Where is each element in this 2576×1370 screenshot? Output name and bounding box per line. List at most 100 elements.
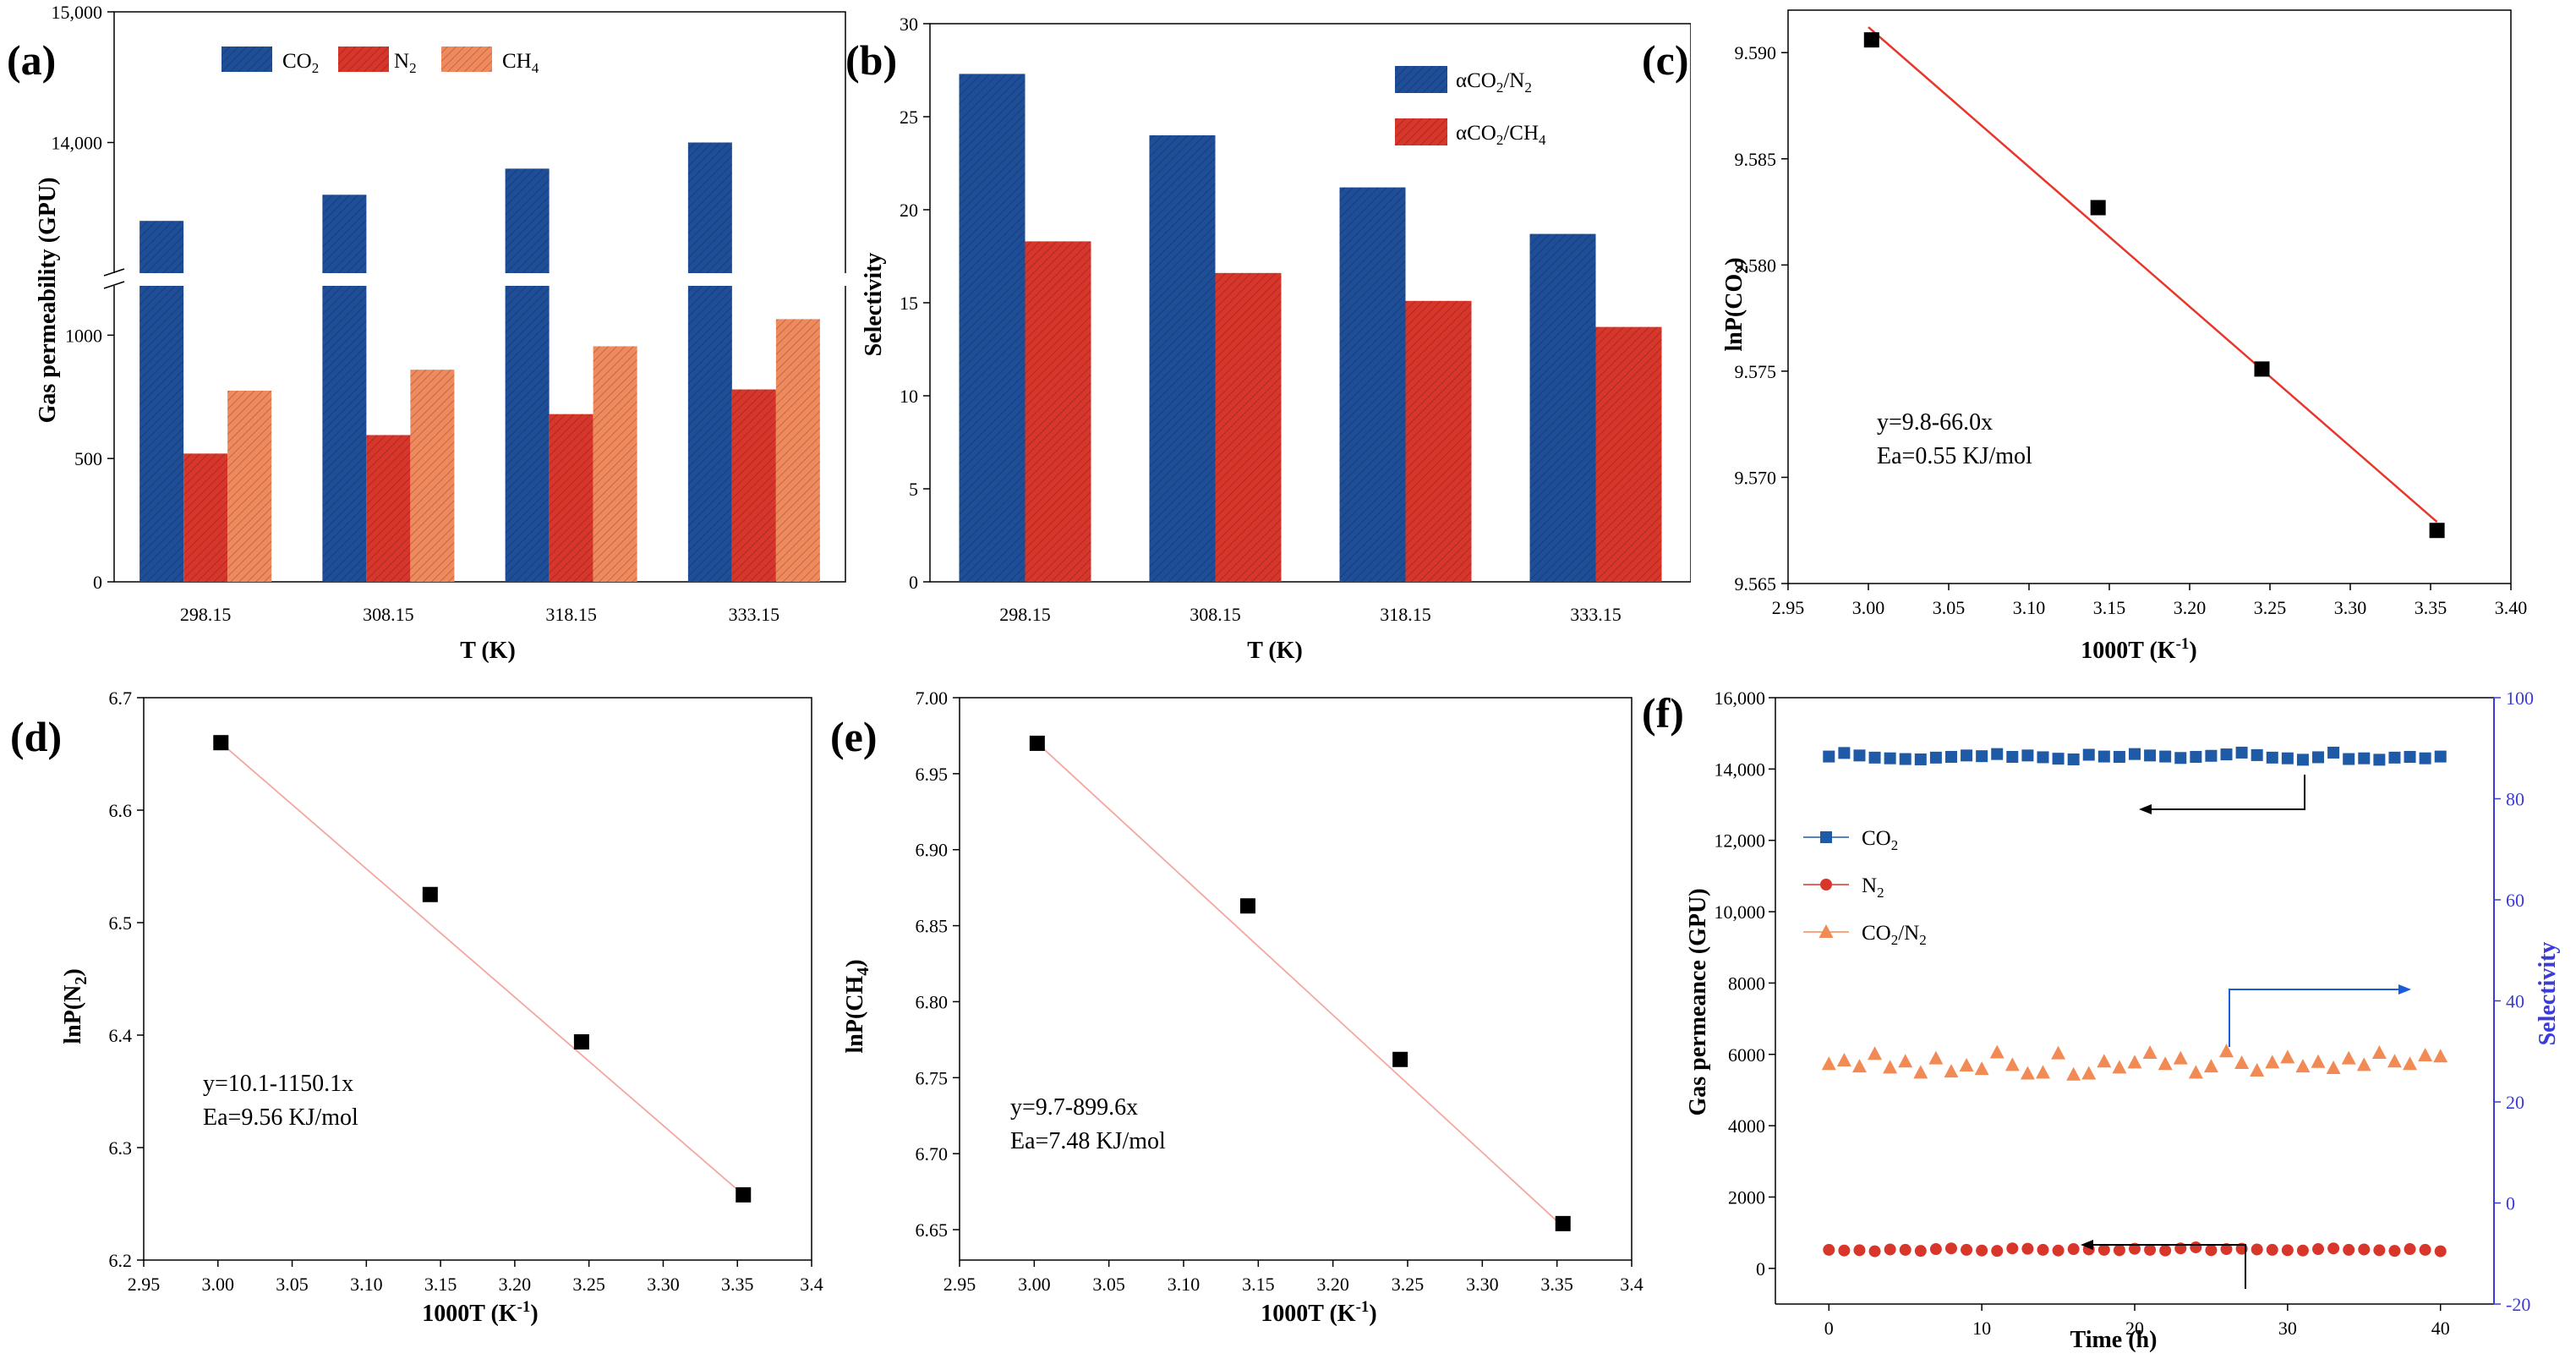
legend-swatch-a-CO2: [222, 47, 272, 72]
plot-area-a: 298.15 308.15 318.15 333.15 0 500 1000 14,000 15…: [52, 2, 852, 625]
annotation-equation-c: y=9.8-66.0x: [1877, 409, 1993, 436]
bar-a-CH4-1: [410, 370, 455, 582]
y-tick-label-f-left-7: 14,000: [1715, 759, 1766, 780]
marker-f-co2-11: [1991, 748, 2004, 760]
plot-frame-e: [959, 697, 1633, 1261]
chart-c: (c) lnP(CO2) 2.95 3.00 3.05 3.10 3.15 3.20 3.2…: [1642, 9, 2527, 664]
marker-f-sel-20: [2127, 1055, 2142, 1069]
y-tick-label-f-left-2: 4000: [1728, 1115, 1765, 1137]
x-tick-label-d-8: 3.35: [721, 1274, 754, 1295]
marker-f-n2-33: [2327, 1242, 2340, 1255]
x-tick-label-a-2: 318.15: [545, 604, 597, 625]
x-tick-label-d-5: 3.20: [499, 1274, 532, 1295]
x-tick-label-b-1: 308.15: [1190, 604, 1241, 625]
legend-a: CO2 N2 CH4: [222, 47, 539, 76]
y-tick-label-a-lower-1: 500: [74, 448, 102, 469]
x-axis-label-c: 1000T (K-1): [2081, 635, 2196, 664]
marker-f-sel-30: [2280, 1049, 2295, 1064]
x-tick-label-d-2: 3.05: [276, 1274, 309, 1295]
axis-break-mark-a-2: [103, 281, 125, 289]
x-tick-label-a-0: 298.15: [180, 604, 232, 625]
marker-f-sel-6: [1913, 1065, 1928, 1079]
marker-f-sel-22: [2158, 1056, 2173, 1071]
y-tick-label-d-2: 6.4: [109, 1025, 133, 1046]
y-tick-label-b-2: 10: [900, 386, 918, 407]
marker-f-sel-15: [2051, 1045, 2066, 1060]
marker-f-co2-8: [1944, 751, 1957, 764]
marker-f-co2-38: [2404, 751, 2416, 764]
data-point-c-0: [1863, 32, 1879, 48]
marker-f-co2-26: [2220, 748, 2233, 761]
annotation-ea-d: Ea=9.56 KJ/mol: [203, 1104, 358, 1131]
y-tick-label-e-1: 6.70: [916, 1143, 949, 1164]
legend-label-b-1: αCO2/CH4: [1456, 122, 1546, 148]
x-tick-label-c-3: 3.10: [2013, 597, 2046, 618]
panel-label-f: (f): [1642, 689, 1684, 737]
marker-f-co2-7: [1929, 751, 1942, 764]
marker-f-sel-27: [2234, 1055, 2250, 1069]
y-tick-label-e-6: 6.95: [916, 764, 949, 785]
arrow-f-co2-head: [2139, 804, 2152, 814]
bar-b-1-2: [1405, 300, 1472, 582]
chart-a: (a) Gas permeability (GPU) 298.15 308.15 3…: [7, 2, 852, 664]
x-tick-label-c-0: 2.95: [1772, 597, 1805, 618]
y-axis-label-d: lnP(N2): [60, 968, 90, 1044]
x-tick-label-d-7: 3.30: [647, 1274, 680, 1295]
x-tick-label-c-1: 3.00: [1852, 597, 1885, 618]
x-tick-label-f-0: 0: [1824, 1318, 1834, 1339]
marker-f-co2-1: [1838, 747, 1851, 759]
plot-frame-d: [143, 697, 812, 1261]
marker-f-n2-0: [1823, 1243, 1835, 1256]
bar-a-N2-0: [183, 453, 228, 582]
y-tick-label-f-right-0: -20: [2506, 1294, 2530, 1315]
marker-f-n2-9: [1961, 1243, 1973, 1256]
bar-a-N2-2: [549, 414, 593, 582]
y-tick-label-f-right-2: 20: [2506, 1092, 2524, 1113]
x-tick-label-d-0: 2.95: [128, 1274, 161, 1295]
y-tick-label-d-1: 6.3: [109, 1137, 133, 1159]
data-point-c-1: [2090, 200, 2106, 216]
y-tick-label-f-right-6: 100: [2506, 688, 2534, 709]
x-tick-label-c-4: 3.15: [2093, 597, 2126, 618]
y-tick-label-f-right-4: 60: [2506, 890, 2524, 911]
y-tick-label-e-7: 7.00: [916, 688, 949, 709]
legend-label-b-0: αCO2/N2: [1456, 69, 1532, 96]
x-tick-label-e-5: 3.20: [1316, 1274, 1349, 1295]
marker-f-sel-38: [2403, 1056, 2418, 1071]
arrow-f-n2-line: [2091, 1244, 2246, 1289]
data-point-e-2: [1392, 1051, 1408, 1067]
marker-f-co2-18: [2097, 750, 2110, 763]
legend-swatch-a-CH4: [441, 47, 492, 72]
y-tick-label-d-4: 6.6: [109, 800, 133, 821]
bar-a-CO2-upper-2: [505, 168, 550, 273]
marker-f-n2-25: [2205, 1244, 2218, 1257]
data-point-d-0: [213, 735, 229, 751]
y-axis-label-f-left: Gas permeance (GPU): [1685, 888, 1711, 1115]
marker-f-sel-1: [1836, 1053, 1851, 1067]
bar-a-N2-3: [731, 389, 776, 582]
y-tick-label-f-right-1: 0: [2506, 1193, 2515, 1214]
x-tick-label-f-1: 10: [1972, 1318, 1991, 1339]
marker-f-sel-8: [1944, 1064, 1959, 1078]
x-tick-label-e-2: 3.05: [1092, 1274, 1125, 1295]
data-point-d-1: [422, 886, 438, 902]
marker-f-n2-19: [2113, 1244, 2125, 1257]
marker-f-n2-36: [2373, 1244, 2386, 1257]
marker-f-n2-10: [1976, 1244, 1988, 1257]
marker-f-co2-22: [2159, 750, 2172, 763]
plot-frame-c: [1787, 9, 2512, 584]
y-tick-label-f-left-0: 0: [1756, 1258, 1765, 1280]
marker-f-n2-38: [2404, 1243, 2416, 1256]
marker-f-co2-20: [2129, 748, 2141, 760]
marker-f-sel-12: [2004, 1057, 2020, 1071]
y-tick-label-a-upper-0: 14,000: [52, 133, 103, 154]
x-tick-label-c-6: 3.25: [2254, 597, 2287, 618]
marker-f-sel-37: [2387, 1054, 2402, 1068]
marker-f-co2-34: [2343, 753, 2355, 765]
marker-f-sel-13: [2020, 1066, 2035, 1080]
y-tick-label-d-3: 6.5: [109, 912, 133, 934]
data-point-e-1: [1239, 898, 1255, 914]
marker-f-co2-16: [2067, 753, 2080, 765]
bar-b-0-2: [1339, 187, 1406, 582]
y-tick-label-f-left-5: 10,000: [1715, 901, 1766, 923]
